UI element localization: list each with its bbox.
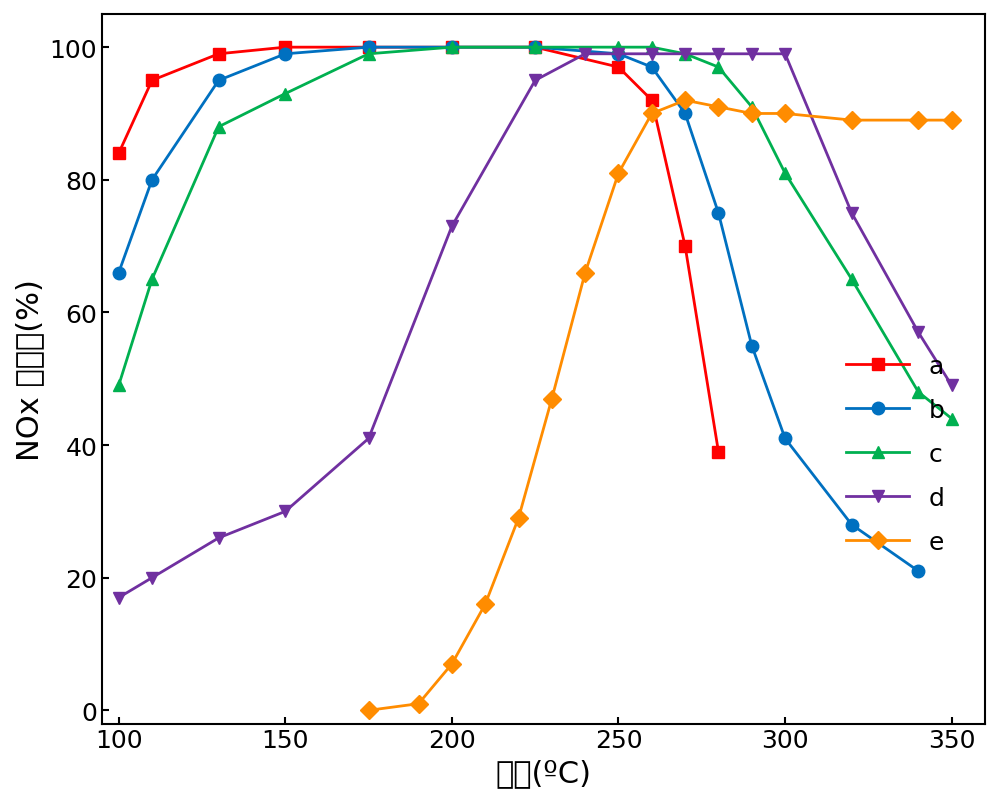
Line: a: a [112, 42, 725, 459]
d [679, 50, 691, 59]
c [279, 90, 291, 99]
d [529, 76, 541, 86]
Line: c: c [112, 42, 958, 425]
c [779, 169, 791, 179]
d [712, 50, 724, 59]
d [846, 209, 858, 218]
b [712, 209, 724, 218]
a [113, 149, 125, 159]
b [363, 43, 375, 53]
b [146, 176, 158, 185]
b [846, 520, 858, 530]
b [646, 63, 658, 73]
a [679, 242, 691, 252]
d [946, 381, 958, 391]
e [579, 269, 591, 278]
d [213, 533, 225, 543]
Line: b: b [112, 42, 925, 577]
e [646, 110, 658, 119]
c [146, 275, 158, 285]
d [746, 50, 758, 59]
c [363, 50, 375, 59]
c [846, 275, 858, 285]
c [446, 43, 458, 53]
e [446, 659, 458, 669]
c [612, 43, 624, 53]
a [446, 43, 458, 53]
e [712, 103, 724, 112]
b [113, 269, 125, 278]
a [646, 96, 658, 106]
c [679, 50, 691, 59]
d [446, 222, 458, 232]
a [213, 50, 225, 59]
d [612, 50, 624, 59]
b [612, 50, 624, 59]
c [113, 381, 125, 391]
c [213, 123, 225, 132]
c [912, 387, 924, 397]
e [513, 513, 525, 523]
c [712, 63, 724, 73]
a [146, 76, 158, 86]
d [113, 593, 125, 602]
b [912, 566, 924, 576]
c [746, 103, 758, 112]
e [413, 699, 425, 709]
d [279, 507, 291, 516]
Line: d: d [112, 48, 958, 604]
Line: e: e [362, 95, 958, 717]
c [646, 43, 658, 53]
b [746, 342, 758, 351]
e [612, 169, 624, 179]
d [646, 50, 658, 59]
b [279, 50, 291, 59]
e [746, 110, 758, 119]
Y-axis label: NOx 转化率(%): NOx 转化率(%) [15, 278, 44, 460]
e [363, 706, 375, 715]
a [712, 448, 724, 457]
d [363, 434, 375, 444]
b [779, 434, 791, 444]
e [479, 600, 491, 610]
d [579, 50, 591, 59]
d [912, 328, 924, 338]
e [779, 110, 791, 119]
Legend: a, b, c, d, e: a, b, c, d, e [836, 345, 955, 565]
d [779, 50, 791, 59]
b [213, 76, 225, 86]
e [846, 116, 858, 126]
a [279, 43, 291, 53]
X-axis label: 温度(ºC): 温度(ºC) [496, 758, 592, 787]
b [679, 110, 691, 119]
b [529, 43, 541, 53]
c [946, 414, 958, 423]
e [679, 96, 691, 106]
a [612, 63, 624, 73]
c [529, 43, 541, 53]
a [363, 43, 375, 53]
a [529, 43, 541, 53]
e [546, 395, 558, 404]
e [946, 116, 958, 126]
d [146, 573, 158, 583]
b [446, 43, 458, 53]
e [912, 116, 924, 126]
